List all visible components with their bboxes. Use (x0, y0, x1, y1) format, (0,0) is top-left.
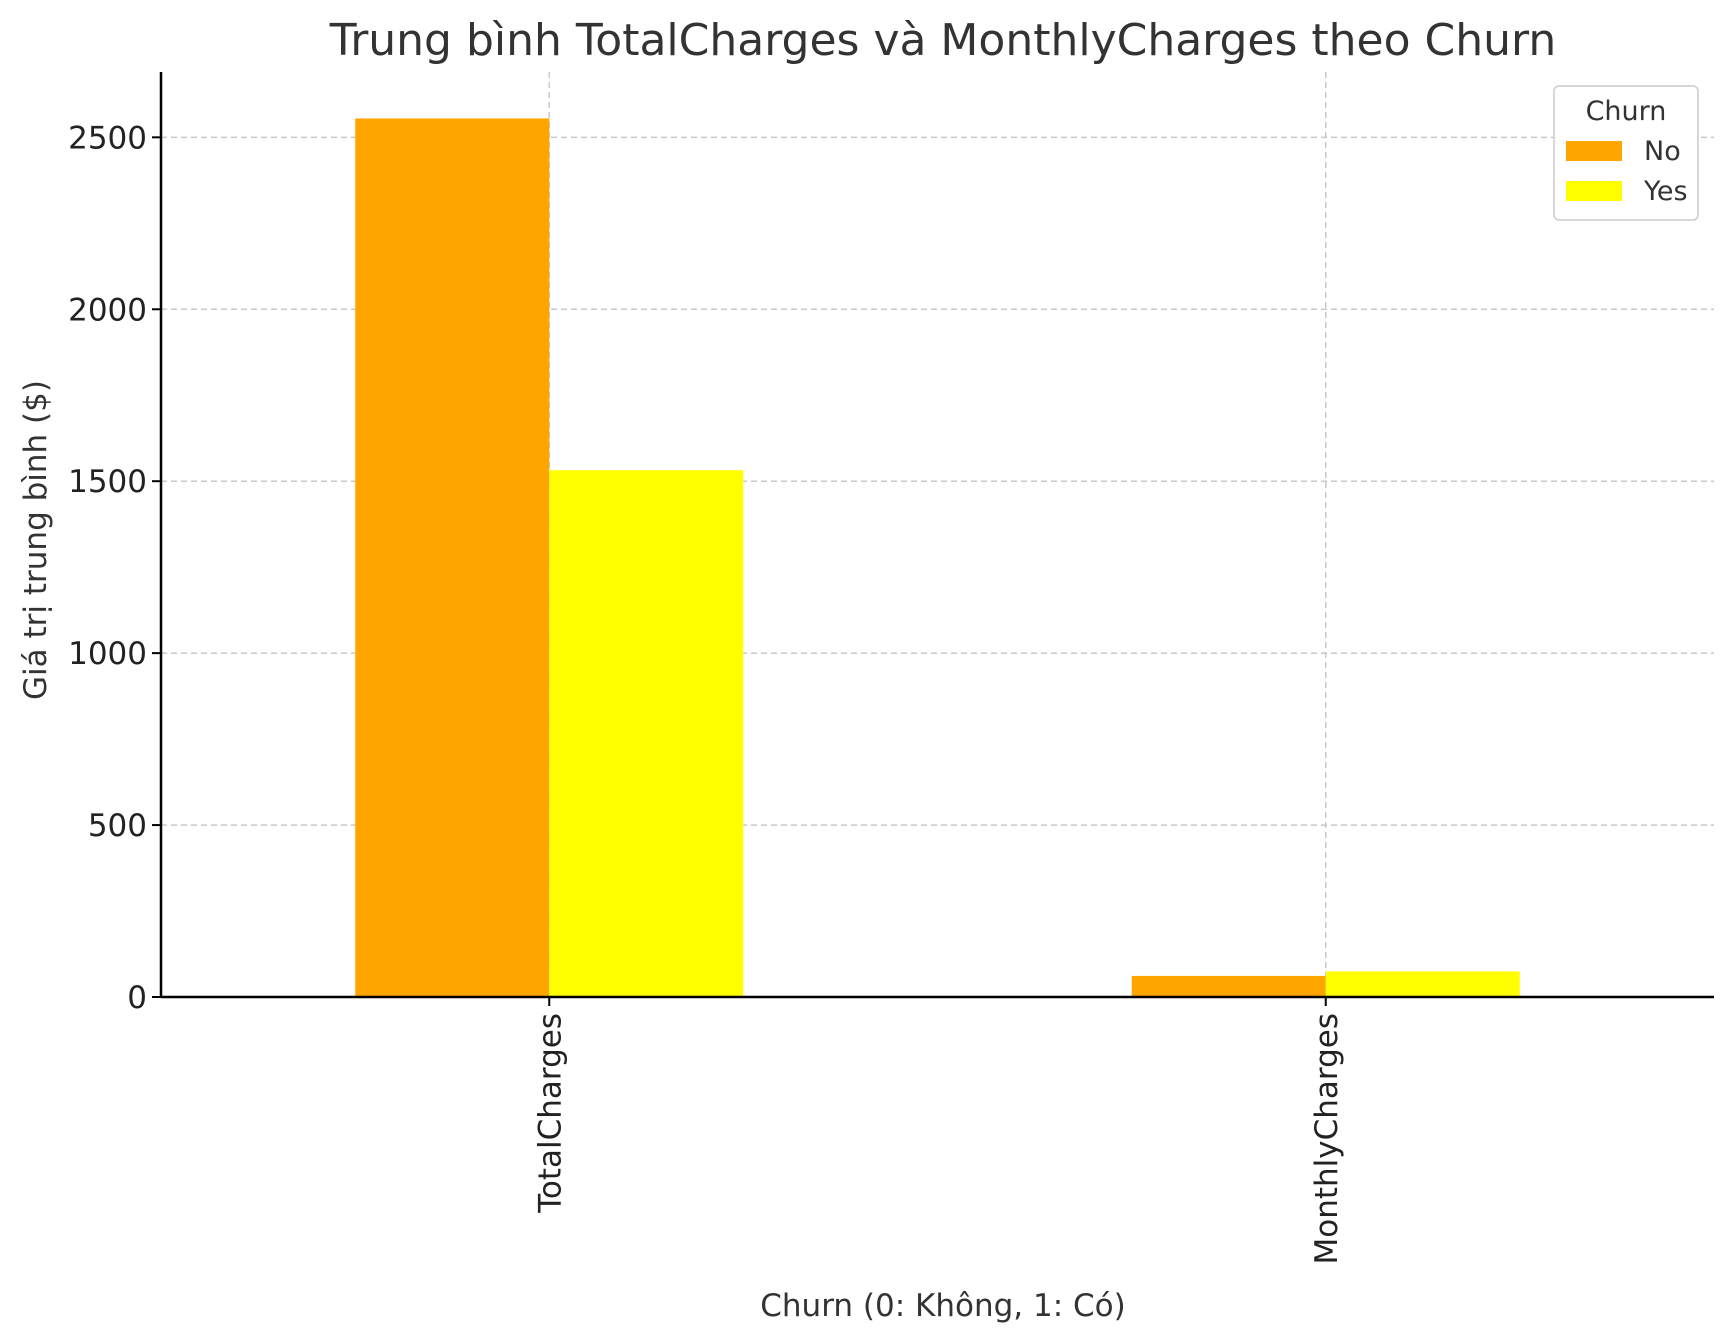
legend-title: Churn (1586, 96, 1667, 127)
bar-yes-totalcharges (549, 470, 744, 997)
chart-title: Trung bình TotalCharges và MonthlyCharge… (329, 15, 1556, 66)
legend-label-yes: Yes (1643, 176, 1688, 207)
y-axis: 0 500 1000 1500 2000 2500 (68, 72, 163, 1016)
bar-no-totalcharges (355, 118, 550, 997)
legend-label-no: No (1644, 136, 1681, 167)
legend-swatch-no (1566, 141, 1622, 161)
legend: Churn No Yes (1553, 85, 1699, 221)
x-tick-label: MonthlyCharges (1309, 1013, 1345, 1265)
y-tick-label: 2000 (68, 292, 147, 328)
y-tick-label: 1000 (68, 636, 147, 672)
y-tick-label: 1500 (68, 464, 147, 500)
y-tick-label: 2500 (68, 120, 147, 156)
bar-no-monthlycharges (1131, 975, 1326, 997)
bar-yes-monthlycharges (1325, 971, 1520, 997)
x-axis-label: Churn (0: Không, 1: Có) (760, 1288, 1125, 1324)
bars (355, 118, 1520, 997)
y-axis-label: Giá trị trung bình ($) (18, 380, 54, 700)
x-tick-label: TotalCharges (532, 1013, 568, 1214)
legend-swatch-yes (1566, 181, 1622, 201)
y-tick-label: 0 (127, 980, 147, 1016)
y-tick-label: 500 (88, 808, 147, 844)
x-axis: TotalCharges MonthlyCharges (161, 995, 1714, 1265)
